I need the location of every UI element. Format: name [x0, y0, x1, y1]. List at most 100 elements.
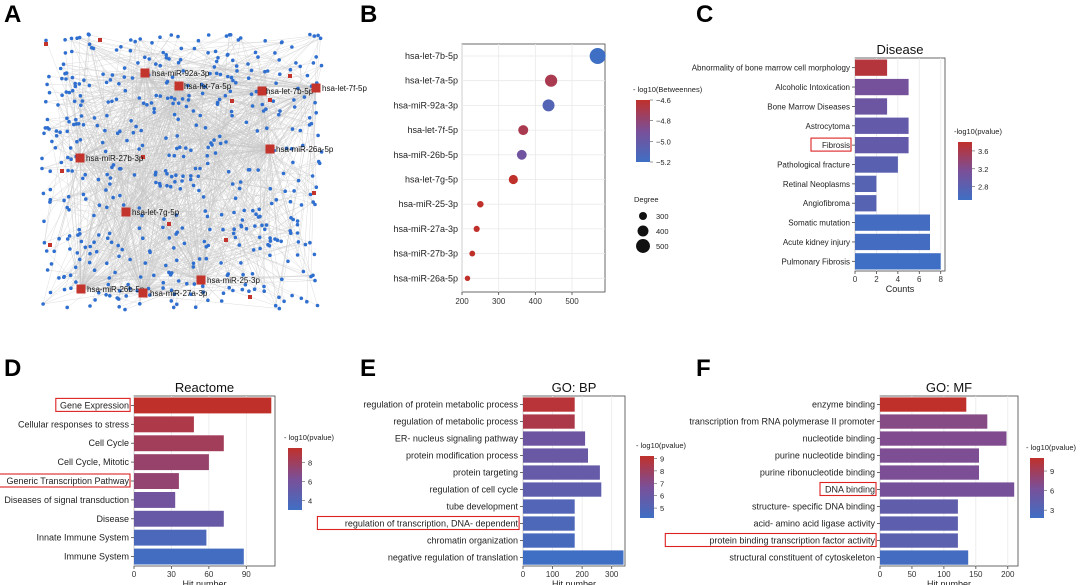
gene-node	[47, 74, 51, 79]
color-legend-tick-label: 2.8	[978, 183, 988, 192]
gene-node	[221, 227, 225, 232]
color-legend-tick-label: −5.2	[656, 158, 671, 167]
gene-node	[118, 193, 122, 198]
mirna-hub-node	[76, 284, 86, 294]
panel-label-d: D	[4, 355, 21, 382]
gene-node	[40, 156, 44, 161]
gene-node	[141, 236, 145, 240]
gene-node	[203, 126, 208, 130]
bar	[880, 448, 979, 463]
x-tick-label: 300	[492, 297, 506, 306]
gene-node	[57, 276, 61, 280]
gene-node	[296, 86, 300, 91]
gene-node	[265, 69, 270, 73]
gene-node	[81, 176, 85, 181]
gene-node	[290, 45, 294, 49]
gene-node	[205, 214, 210, 219]
gene-node	[178, 57, 183, 62]
gene-node	[67, 234, 72, 238]
gene-node	[42, 219, 46, 224]
gene-node	[208, 71, 212, 76]
gene-node	[48, 290, 53, 295]
gene-node	[157, 181, 162, 186]
color-legend-bar	[636, 100, 650, 162]
gene-node	[192, 46, 197, 51]
gene-node	[78, 138, 83, 142]
gene-node	[279, 40, 284, 45]
highlight-box	[55, 397, 131, 412]
x-tick-label: 0	[132, 570, 137, 579]
gene-node	[82, 78, 86, 82]
gene-node	[41, 302, 45, 306]
gene-node	[126, 282, 130, 287]
gene-node	[120, 247, 124, 252]
gene-node	[205, 161, 210, 166]
gene-node	[73, 265, 78, 270]
gene-node	[268, 236, 272, 240]
gene-node	[219, 212, 224, 217]
highlight-box	[664, 532, 877, 548]
plot-frame	[461, 43, 606, 293]
mirna-hub-label: hsa-miR-27b-3p	[86, 154, 144, 163]
x-tick-label: 200	[1001, 570, 1015, 579]
x-tick-label: 200	[575, 570, 589, 579]
gene-node	[113, 270, 117, 275]
mirna-hub-node	[75, 153, 85, 163]
gene-node	[231, 78, 235, 83]
y-tick-label: regulation of cell cycle	[429, 485, 518, 495]
mirna-minor-node	[268, 98, 272, 102]
gene-node	[158, 35, 162, 39]
data-point	[508, 174, 518, 185]
gene-node	[286, 259, 290, 264]
gene-node	[298, 64, 303, 69]
gene-node	[108, 294, 112, 298]
color-legend-tick-label: 5	[660, 504, 664, 513]
color-legend-tick-label: 6	[1050, 487, 1054, 496]
gene-node	[189, 292, 193, 297]
gene-node	[92, 268, 97, 273]
data-point	[469, 250, 476, 257]
gene-node	[234, 64, 239, 68]
y-tick-label: hsa-let-7b-5p	[405, 51, 458, 61]
x-axis-label: Counts	[886, 284, 915, 294]
gene-node	[178, 145, 182, 149]
gene-node	[262, 284, 266, 289]
highlight-box	[0, 473, 131, 488]
gene-node	[69, 157, 73, 161]
gene-node	[167, 153, 171, 158]
gene-node	[253, 224, 257, 228]
color-legend-title: - log10(pvalue)	[1026, 443, 1077, 452]
y-tick-label: Somatic mutation	[788, 219, 850, 228]
size-legend-dot	[636, 239, 650, 253]
gene-node	[58, 130, 62, 134]
gene-node	[68, 146, 73, 150]
gene-node	[255, 129, 260, 133]
gene-node	[64, 90, 69, 94]
gene-node	[107, 276, 112, 280]
gene-node	[181, 174, 185, 178]
gene-node	[247, 168, 252, 172]
gene-node	[62, 198, 66, 203]
gene-node	[289, 216, 293, 220]
gene-node	[319, 63, 324, 68]
gene-node	[305, 73, 310, 78]
color-legend-tick-label: 9	[660, 454, 664, 463]
gene-node	[108, 176, 113, 180]
bar	[855, 98, 888, 115]
gene-node	[104, 293, 108, 297]
gene-node	[173, 180, 177, 184]
gene-node	[191, 265, 196, 269]
y-tick-label: acid- amino acid ligase activity	[753, 519, 875, 529]
color-legend-tick-label: 7	[660, 479, 664, 488]
gene-node	[140, 213, 144, 218]
gene-node	[296, 240, 301, 244]
bar	[134, 397, 272, 414]
gene-node	[77, 257, 82, 262]
y-tick-label: structure- specific DNA binding	[752, 502, 875, 512]
color-legend-tick-label: 3.2	[978, 165, 988, 174]
gene-node	[264, 107, 268, 111]
gene-node	[239, 223, 243, 228]
gene-node	[74, 117, 78, 122]
gene-node	[246, 62, 250, 66]
gene-node	[283, 189, 288, 193]
